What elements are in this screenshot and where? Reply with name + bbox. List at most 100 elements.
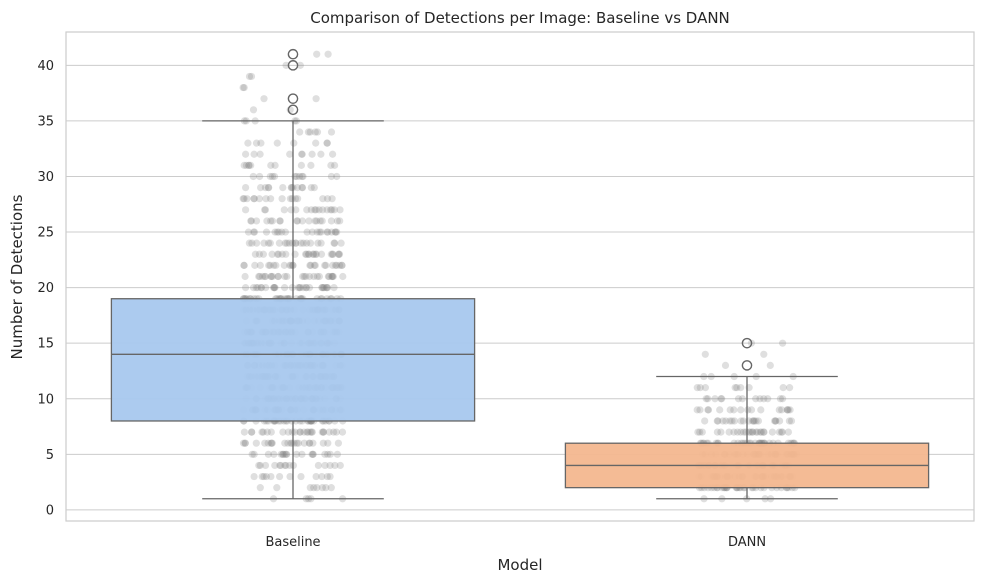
strip-point <box>330 284 338 292</box>
strip-point <box>752 428 760 436</box>
strip-point <box>240 261 248 269</box>
strip-point <box>786 384 794 392</box>
strip-point <box>311 250 320 258</box>
strip-point <box>696 428 704 436</box>
strip-point <box>283 239 291 247</box>
strip-point <box>277 461 285 470</box>
strip-point <box>258 428 266 436</box>
strip-point <box>286 472 294 481</box>
strip-point <box>281 239 289 247</box>
strip-point <box>240 428 248 436</box>
strip-point <box>270 284 278 292</box>
strip-point <box>775 428 784 436</box>
strip-point <box>298 150 306 158</box>
strip-point <box>309 450 317 458</box>
strip-point <box>276 217 284 225</box>
strip-point <box>245 72 254 81</box>
strip-point <box>293 217 302 225</box>
strip-point <box>291 239 300 247</box>
strip-point <box>298 150 306 158</box>
strip-point <box>258 472 266 481</box>
strip-point <box>307 261 315 269</box>
strip-point <box>266 239 274 247</box>
strip-point <box>327 161 335 169</box>
strip-point <box>251 261 259 269</box>
strip-point <box>298 450 306 458</box>
strip-point <box>332 428 340 436</box>
strip-point <box>322 261 330 269</box>
strip-point <box>766 361 774 370</box>
strip-point <box>737 406 745 414</box>
strip-point <box>273 484 281 492</box>
strip-point <box>323 139 331 147</box>
strip-point <box>327 206 335 214</box>
strip-point <box>255 461 263 470</box>
strip-point <box>267 272 275 281</box>
strip-point <box>298 172 306 181</box>
strip-point <box>768 428 777 436</box>
strip-point <box>721 361 730 370</box>
strip-point <box>312 206 320 214</box>
strip-point <box>309 439 317 447</box>
strip-point <box>338 428 347 436</box>
strip-point <box>326 450 334 458</box>
strip-point <box>274 272 282 281</box>
strip-point <box>312 95 320 103</box>
strip-point <box>273 228 281 236</box>
y-axis-label: Number of Detections <box>8 194 26 359</box>
strip-point <box>305 439 313 447</box>
strip-point <box>323 472 331 481</box>
strip-point <box>296 128 304 136</box>
strip-point <box>250 150 258 158</box>
strip-point <box>282 450 290 458</box>
strip-point <box>242 206 250 214</box>
strip-point <box>317 239 325 247</box>
strip-point <box>726 417 734 425</box>
strip-point <box>271 284 279 292</box>
strip-point <box>314 461 322 470</box>
strip-point <box>281 284 289 292</box>
strip-point <box>271 161 279 169</box>
strip-point <box>259 428 267 436</box>
strip-point <box>275 228 283 236</box>
strip-point <box>247 217 255 225</box>
strip-point <box>280 261 288 269</box>
strip-point <box>256 150 264 158</box>
strip-point <box>282 250 290 258</box>
y-tick-label-25: 25 <box>37 226 54 241</box>
strip-point <box>331 161 339 169</box>
strip-point <box>250 195 258 203</box>
strip-point <box>308 150 316 158</box>
jitter-points <box>239 50 801 503</box>
strip-point <box>319 428 327 436</box>
strip-point <box>312 472 320 481</box>
strip-point <box>335 250 344 258</box>
strip-point <box>317 150 325 158</box>
strip-point <box>318 484 326 492</box>
strip-point <box>302 250 311 258</box>
strip-point <box>716 406 724 414</box>
strip-point <box>324 228 332 236</box>
strip-point <box>294 284 302 292</box>
strip-point <box>310 484 318 492</box>
strip-point <box>263 428 271 436</box>
strip-point <box>262 284 270 292</box>
strip-point <box>737 417 745 425</box>
strip-point <box>302 250 310 258</box>
strip-point <box>257 139 265 147</box>
strip-point <box>257 284 265 292</box>
strip-point <box>318 428 326 436</box>
strip-point <box>779 339 787 347</box>
strip-point <box>255 195 263 203</box>
strip-point <box>308 228 316 236</box>
plot-frame <box>65 31 975 522</box>
strip-point <box>784 428 793 436</box>
strip-point <box>333 261 341 269</box>
strip-point <box>321 461 329 470</box>
strip-point <box>297 472 305 481</box>
strip-point <box>323 139 331 147</box>
strip-point <box>279 450 287 458</box>
strip-point <box>324 50 332 58</box>
strip-point <box>785 417 794 425</box>
strip-point <box>299 284 307 292</box>
